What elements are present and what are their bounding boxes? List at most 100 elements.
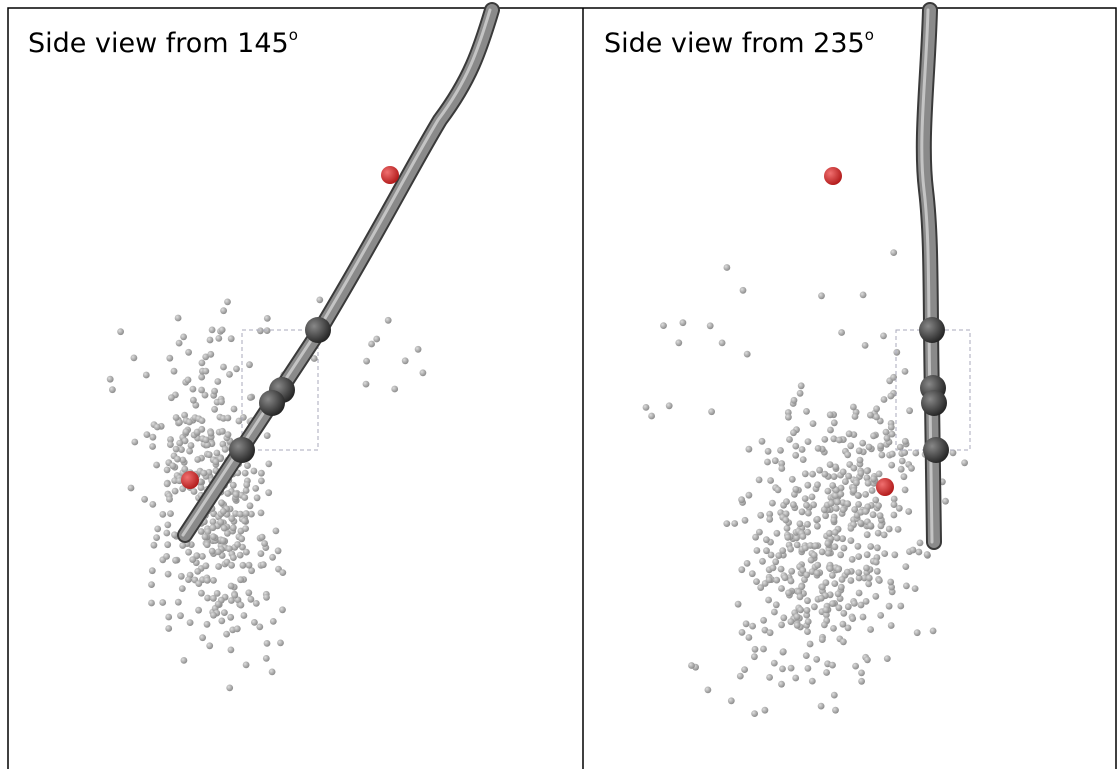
point: [797, 607, 804, 614]
point: [828, 500, 835, 507]
point: [233, 491, 240, 498]
point: [191, 488, 198, 495]
point: [188, 442, 195, 449]
point: [363, 358, 370, 365]
point: [214, 378, 221, 385]
point: [109, 386, 116, 393]
point: [797, 390, 804, 397]
point: [751, 710, 758, 717]
point: [226, 371, 233, 378]
point: [800, 533, 807, 540]
targets: [181, 166, 894, 496]
point: [819, 549, 826, 556]
point: [256, 624, 263, 631]
point: [199, 634, 206, 641]
point: [198, 387, 205, 394]
point: [898, 466, 905, 473]
point: [877, 612, 884, 619]
point: [877, 512, 884, 519]
point: [848, 577, 855, 584]
point: [264, 432, 271, 439]
point: [238, 602, 245, 609]
point: [780, 614, 787, 621]
point: [805, 618, 812, 625]
point: [189, 556, 196, 563]
point: [705, 687, 712, 694]
point: [778, 465, 785, 472]
point: [803, 572, 810, 579]
point: [855, 492, 862, 499]
point: [787, 546, 794, 553]
point: [185, 576, 192, 583]
point: [869, 487, 876, 494]
point: [203, 562, 210, 569]
point: [858, 670, 865, 677]
point: [888, 462, 895, 469]
point: [148, 581, 155, 588]
point: [247, 394, 254, 401]
point: [825, 550, 832, 557]
point: [874, 544, 881, 551]
point: [751, 653, 758, 660]
point: [924, 551, 931, 558]
point: [773, 601, 780, 608]
point: [270, 618, 277, 625]
point: [230, 482, 237, 489]
point: [815, 445, 822, 452]
point: [797, 594, 804, 601]
point: [832, 707, 839, 714]
point: [757, 512, 764, 519]
point: [835, 590, 842, 597]
point: [896, 505, 903, 512]
point: [316, 297, 323, 304]
point: [906, 407, 913, 414]
point: [876, 577, 883, 584]
point: [832, 543, 839, 550]
point: [760, 617, 767, 624]
point: [164, 467, 171, 474]
point: [738, 566, 745, 573]
point: [788, 568, 795, 575]
point: [794, 613, 801, 620]
point: [902, 487, 909, 494]
point: [265, 489, 272, 496]
point: [107, 376, 114, 383]
point: [862, 342, 869, 349]
point: [173, 446, 180, 453]
point: [259, 534, 266, 541]
point: [231, 406, 238, 413]
point: [782, 517, 789, 524]
point: [737, 673, 744, 680]
point: [265, 461, 272, 468]
point: [746, 446, 753, 453]
point: [173, 414, 180, 421]
point: [867, 626, 874, 633]
point: [675, 339, 682, 346]
point: [772, 457, 779, 464]
point: [811, 603, 818, 610]
point: [836, 604, 843, 611]
point: [778, 622, 785, 629]
point: [185, 377, 192, 384]
point: [766, 576, 773, 583]
point: [740, 287, 747, 294]
point: [902, 563, 909, 570]
point: [275, 547, 282, 554]
point: [844, 569, 851, 576]
point: [199, 417, 206, 424]
point: [887, 579, 894, 586]
point: [273, 528, 280, 535]
point: [803, 652, 810, 659]
point: [159, 599, 166, 606]
point: [241, 612, 248, 619]
point: [757, 584, 764, 591]
point: [707, 322, 714, 329]
point: [908, 465, 915, 472]
point: [840, 621, 847, 628]
point: [804, 521, 811, 528]
point: [391, 386, 398, 393]
point: [163, 530, 170, 537]
point: [228, 597, 235, 604]
point: [850, 404, 857, 411]
point: [226, 685, 233, 692]
